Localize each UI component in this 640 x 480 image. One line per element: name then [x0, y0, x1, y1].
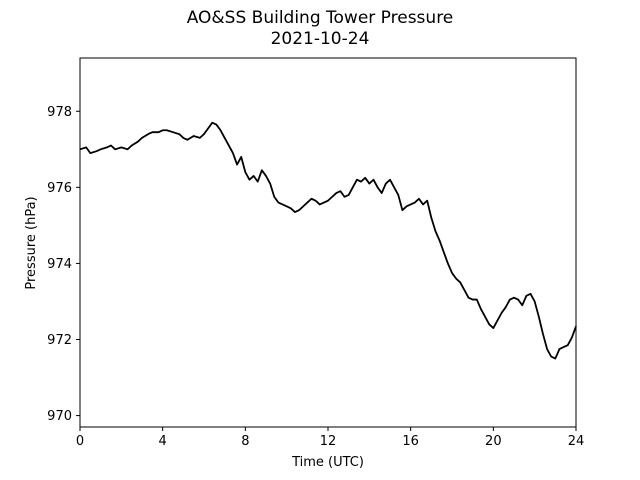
y-tick-label: 974: [47, 257, 72, 272]
chart-subtitle: 2021-10-24: [270, 29, 370, 49]
x-tick-label: 20: [485, 434, 502, 449]
y-tick-label: 976: [47, 181, 72, 196]
x-tick-label: 24: [568, 434, 585, 449]
y-ticks: 970 972 974 976 978: [47, 105, 80, 424]
x-tick-label: 12: [320, 434, 337, 449]
y-axis-label: Pressure (hPa): [24, 196, 39, 289]
chart-title: AO&SS Building Tower Pressure: [186, 8, 454, 28]
axes-frame: [79, 57, 577, 428]
series-layer: [79, 121, 577, 360]
x-tick-label: 8: [241, 434, 249, 449]
y-tick-label: 972: [47, 333, 72, 348]
series-line-0: [79, 121, 577, 360]
x-ticks: 0 4 8 12 16 20 24: [76, 427, 584, 449]
y-tick-label: 978: [47, 105, 72, 120]
x-tick-label: 0: [76, 434, 84, 449]
x-tick-label: 16: [402, 434, 419, 449]
x-axis-label: Time (UTC): [291, 455, 364, 470]
y-tick-label: 970: [47, 409, 72, 424]
x-tick-label: 4: [159, 434, 167, 449]
